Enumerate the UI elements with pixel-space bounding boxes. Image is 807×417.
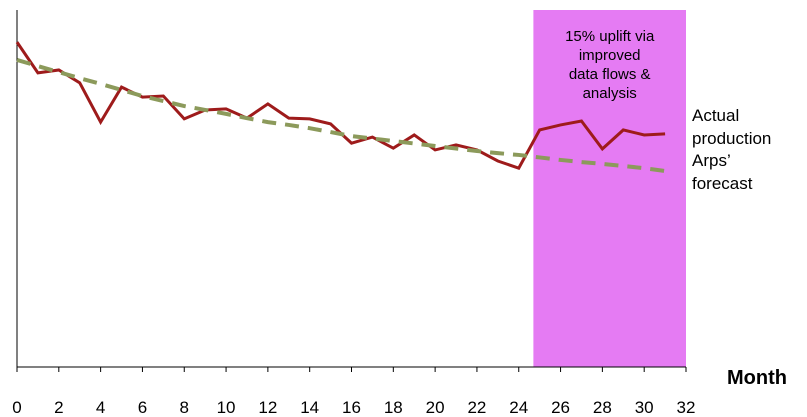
- x-tick-label: 24: [509, 398, 528, 417]
- x-tick-label: 10: [217, 398, 236, 417]
- annotation: improved: [579, 47, 641, 64]
- x-tick-label: 20: [426, 398, 445, 417]
- x-tick-label: 6: [138, 398, 147, 417]
- x-tick-label: 22: [467, 398, 486, 417]
- x-tick-label: 28: [593, 398, 612, 417]
- legend-label: Arps’ forecast: [692, 151, 753, 193]
- x-axis-label: Month: [727, 367, 787, 389]
- x-tick-label: 0: [12, 398, 21, 417]
- series-line: [16, 58, 666, 173]
- x-tick-label: 12: [258, 398, 277, 417]
- annotation: analysis: [583, 85, 637, 102]
- x-tick-label: 26: [551, 398, 570, 417]
- annotation: data flows &: [569, 66, 651, 83]
- x-tick-label: 32: [677, 398, 696, 417]
- x-tick-label: 8: [180, 398, 189, 417]
- x-tick-label: 16: [342, 398, 361, 417]
- x-tick-label: 30: [635, 398, 654, 417]
- legend-label: Actual production: [692, 106, 771, 148]
- x-tick-label: 18: [384, 398, 403, 417]
- annotation: 15% uplift via: [565, 28, 655, 45]
- x-tick-label: 4: [96, 398, 105, 417]
- x-tick-label: 2: [54, 398, 63, 417]
- highlight-region: [533, 10, 686, 367]
- x-tick-label: 14: [300, 398, 319, 417]
